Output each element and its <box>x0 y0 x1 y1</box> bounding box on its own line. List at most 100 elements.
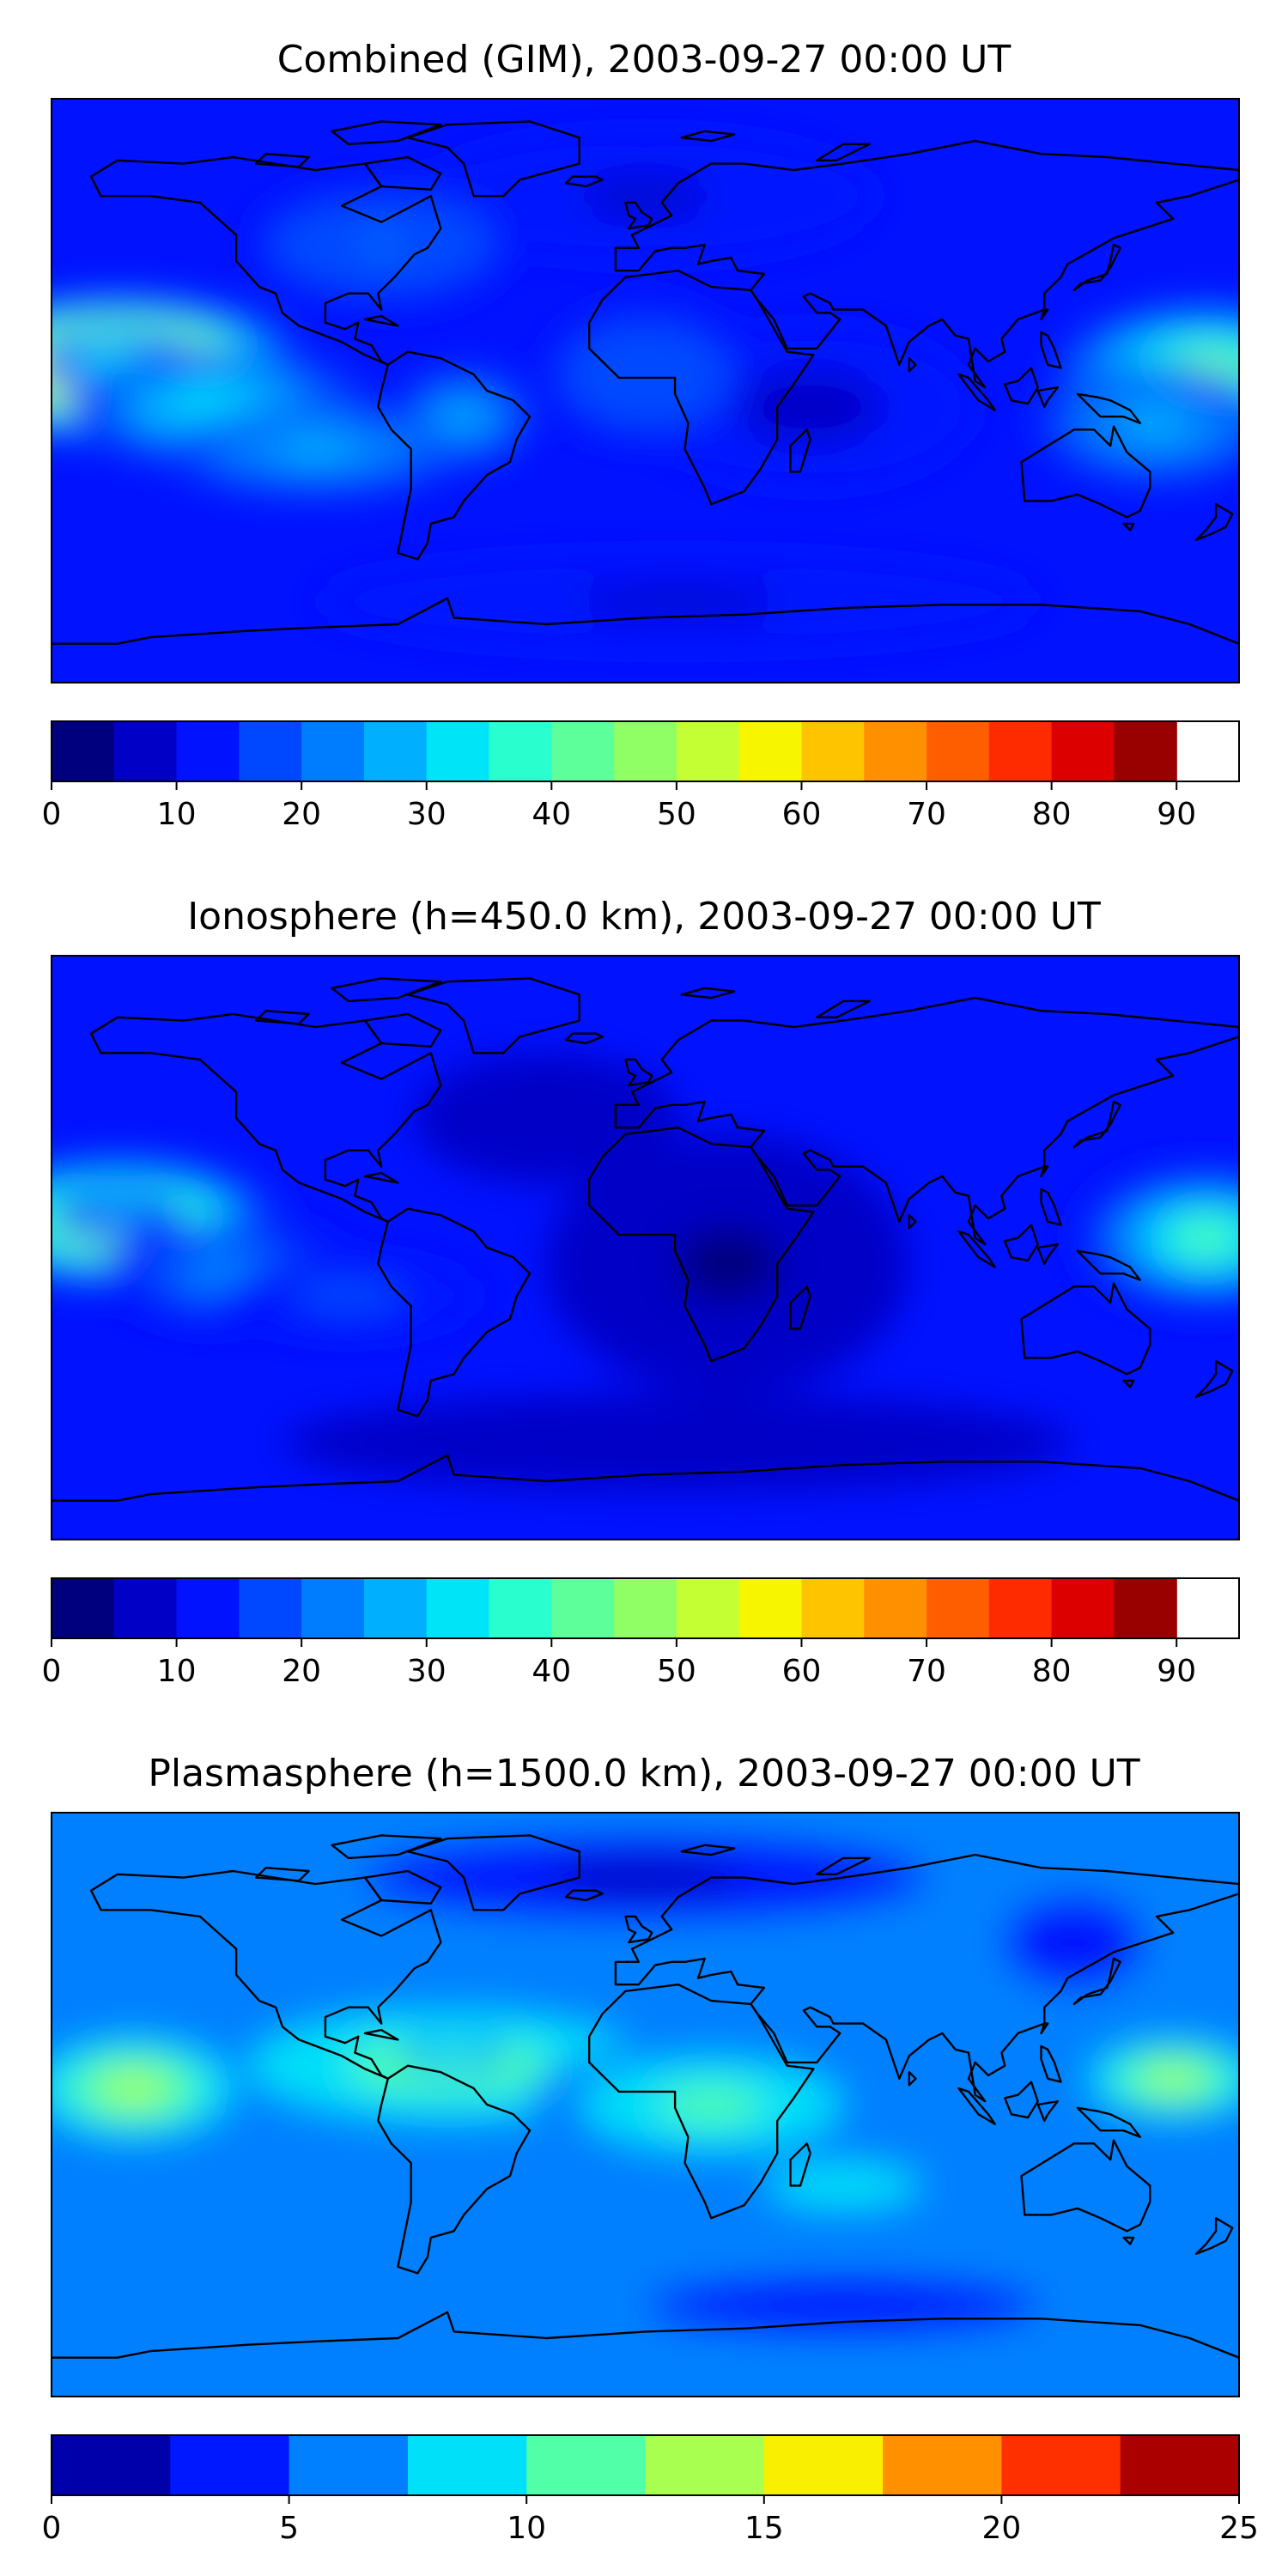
coastlines <box>52 1834 1239 2359</box>
colorbar: 0 5 10 15 20 25 <box>42 2434 1259 2546</box>
colorbar-tick-label: 10 <box>157 1654 197 1689</box>
colorbar-tick-label: 5 <box>279 2511 299 2546</box>
tec-contour <box>294 442 337 456</box>
colorbar: 0 10 20 30 40 50 60 70 80 90 <box>42 1577 1240 1689</box>
colorbar-tick-label: 0 <box>42 797 62 832</box>
colorbar-segment <box>52 2435 171 2495</box>
tec-contour <box>685 2095 738 2114</box>
colorbar-segment <box>801 721 865 781</box>
colorbar-segment <box>551 1578 615 1638</box>
colorbar-segment <box>113 1578 178 1638</box>
coastline-novaya-zemlya <box>816 1856 871 1875</box>
colorbar-segment <box>407 2435 527 2495</box>
coastline-africa <box>588 1984 815 2220</box>
coastline-svalbard <box>680 130 736 143</box>
colorbar-segment <box>738 721 803 781</box>
colorbar-segment <box>801 1578 865 1638</box>
tec-contour <box>527 1109 566 1127</box>
colorbar-segment <box>864 1578 927 1638</box>
colorbar-segment <box>1051 721 1115 781</box>
colorbar-segment <box>927 721 990 781</box>
coastline-baffin-island <box>363 155 442 191</box>
coastline-new-zealand <box>1194 2217 1234 2255</box>
colorbar-segment <box>676 1578 740 1638</box>
colorbar-tick-label: 90 <box>1157 1654 1196 1689</box>
coastline-cuba <box>363 2028 399 2041</box>
panel-ionosphere: Ionosphere (h=450.0 km), 2003-09-27 00:0… <box>42 895 1240 1689</box>
colorbar-segment <box>301 721 365 781</box>
colorbar-frame <box>51 720 1240 782</box>
coastline-tasmania <box>1122 522 1135 532</box>
colorbar-tick-label: 40 <box>532 797 571 832</box>
coastline-new-guinea <box>1076 2106 1141 2138</box>
coastline-antarctica <box>52 2311 1239 2359</box>
colorbar-tick-label: 90 <box>1157 797 1196 832</box>
coastline-baffin-island <box>363 1012 442 1048</box>
colorbar-segment <box>551 721 615 781</box>
colorbar-tick-label: 15 <box>744 2511 784 2546</box>
coastline-australia <box>1020 425 1151 519</box>
coastline-great-britain <box>624 201 653 230</box>
colorbar-segment <box>363 721 428 781</box>
coastline-madagascar <box>789 2142 811 2187</box>
tec-field <box>52 1828 1239 2338</box>
coastline-greenland <box>406 977 580 1054</box>
colorbar-tick-label: 25 <box>1219 2511 1259 2546</box>
colorbar-segment <box>426 1578 490 1638</box>
map-frame <box>51 98 1240 683</box>
coastline-sumatra <box>957 2087 996 2125</box>
coastline-south-america <box>377 2064 532 2275</box>
panel-plasmasphere: Plasmasphere (h=1500.0 km), 2003-09-27 0… <box>42 1752 1259 2546</box>
coastline-hainan-taiwan <box>1040 308 1049 321</box>
tec-contour <box>702 1245 754 1283</box>
coastline-antarctica <box>52 1454 1239 1502</box>
chart-title: Ionosphere (h=450.0 km), 2003-09-27 00:0… <box>187 895 1101 939</box>
colorbar-segment <box>883 2435 1002 2495</box>
colorbar-segment <box>1114 1578 1177 1638</box>
colorbar-segment <box>301 1578 365 1638</box>
coastline-victoria-island <box>255 1867 310 1882</box>
coastline-africa <box>588 270 815 506</box>
colorbar-tick-label: 0 <box>42 1654 62 1689</box>
coastline-cuba <box>363 314 399 327</box>
colorbar-segment <box>176 1578 240 1638</box>
map-frame <box>51 1812 1240 2397</box>
colorbar: 0 10 20 30 40 50 60 70 80 90 <box>42 720 1240 832</box>
coastline-tasmania <box>1122 2236 1135 2245</box>
coastline-ellesmere-island <box>331 977 442 1003</box>
coastline-eurasia <box>614 996 1239 1246</box>
colorbar-segment <box>927 1578 990 1638</box>
coastline-madagascar <box>789 1285 811 1330</box>
map-frame <box>51 955 1240 1540</box>
colorbar-segment <box>52 721 115 781</box>
map-area <box>52 956 1239 1540</box>
coastline-sri-lanka <box>908 357 917 373</box>
coastline-ellesmere-island <box>331 120 442 146</box>
colorbar-segment <box>170 2435 290 2495</box>
map-area <box>52 99 1239 683</box>
coastline-sulawesi <box>1036 386 1059 409</box>
coastline-south-america <box>377 350 532 561</box>
tec-field <box>52 1053 1239 1492</box>
coastline-greenland <box>406 120 580 197</box>
colorbar-tick-label: 20 <box>981 2511 1021 2546</box>
coastline-novaya-zemlya <box>816 999 871 1018</box>
coastline-greenland <box>406 1834 580 1911</box>
coastline-new-guinea <box>1076 1249 1141 1281</box>
tec-contour <box>626 594 731 609</box>
colorbar-tick-label: 80 <box>1032 1654 1072 1689</box>
coastline-south-america <box>377 1207 532 1418</box>
tec-contour <box>117 2080 151 2097</box>
colorbar-frame <box>51 2434 1240 2496</box>
tec-contour <box>454 410 474 423</box>
tec-contour <box>1187 1227 1225 1249</box>
colorbar-segment <box>363 1578 428 1638</box>
coastlines <box>52 120 1239 645</box>
colorbar-segment <box>1051 1578 1115 1638</box>
colorbar-segment <box>864 721 927 781</box>
colorbar-tick-label: 80 <box>1032 797 1072 832</box>
colorbar-segment <box>645 2435 765 2495</box>
coastline-svalbard <box>680 1844 736 1856</box>
coastline-north-america <box>89 1012 442 1223</box>
